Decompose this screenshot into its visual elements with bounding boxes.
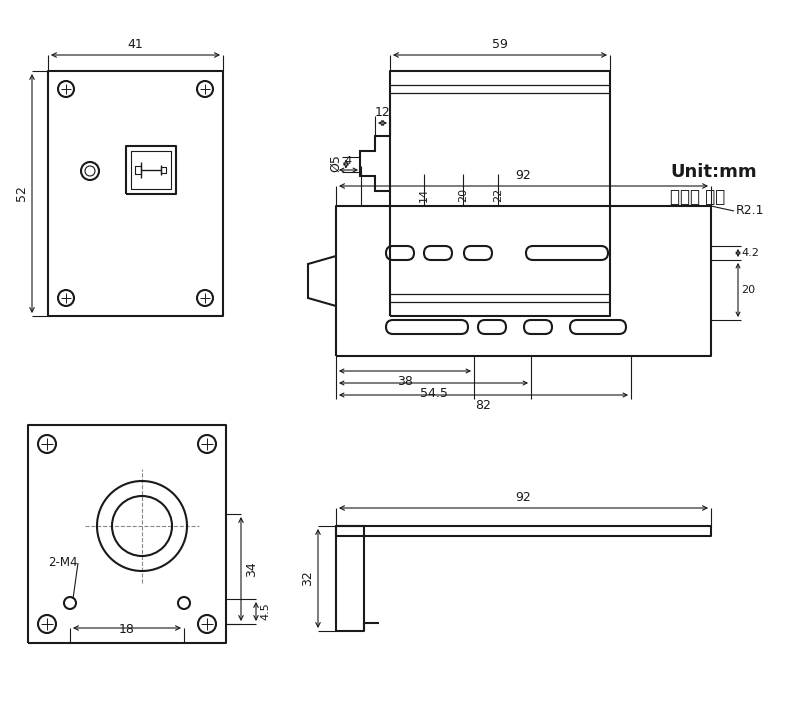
Text: 4.5: 4.5 <box>260 603 270 621</box>
Text: 2-M4: 2-M4 <box>48 557 78 570</box>
Text: 52: 52 <box>15 186 28 201</box>
Text: 4.2: 4.2 <box>741 248 759 258</box>
Text: 12: 12 <box>374 106 390 119</box>
Text: 14: 14 <box>419 188 429 202</box>
Text: 20: 20 <box>458 188 468 202</box>
Text: 41: 41 <box>128 38 143 51</box>
Text: 22: 22 <box>493 188 503 202</box>
Text: 38: 38 <box>397 375 413 388</box>
Text: 54.5: 54.5 <box>419 387 447 400</box>
Text: 32: 32 <box>301 571 314 587</box>
Text: 4: 4 <box>345 156 351 166</box>
Text: Ø5: Ø5 <box>329 154 342 173</box>
Text: 34: 34 <box>245 561 258 577</box>
Text: 20: 20 <box>741 285 755 295</box>
Text: R2.1: R2.1 <box>736 205 765 218</box>
Text: 82: 82 <box>475 399 491 412</box>
Text: 单位： 毫米: 单位： 毫米 <box>670 188 726 206</box>
Text: 59: 59 <box>492 38 508 51</box>
Text: 92: 92 <box>516 169 531 182</box>
Text: 18: 18 <box>119 623 135 636</box>
Text: 92: 92 <box>516 491 531 504</box>
Text: Unit:mm: Unit:mm <box>670 163 757 181</box>
